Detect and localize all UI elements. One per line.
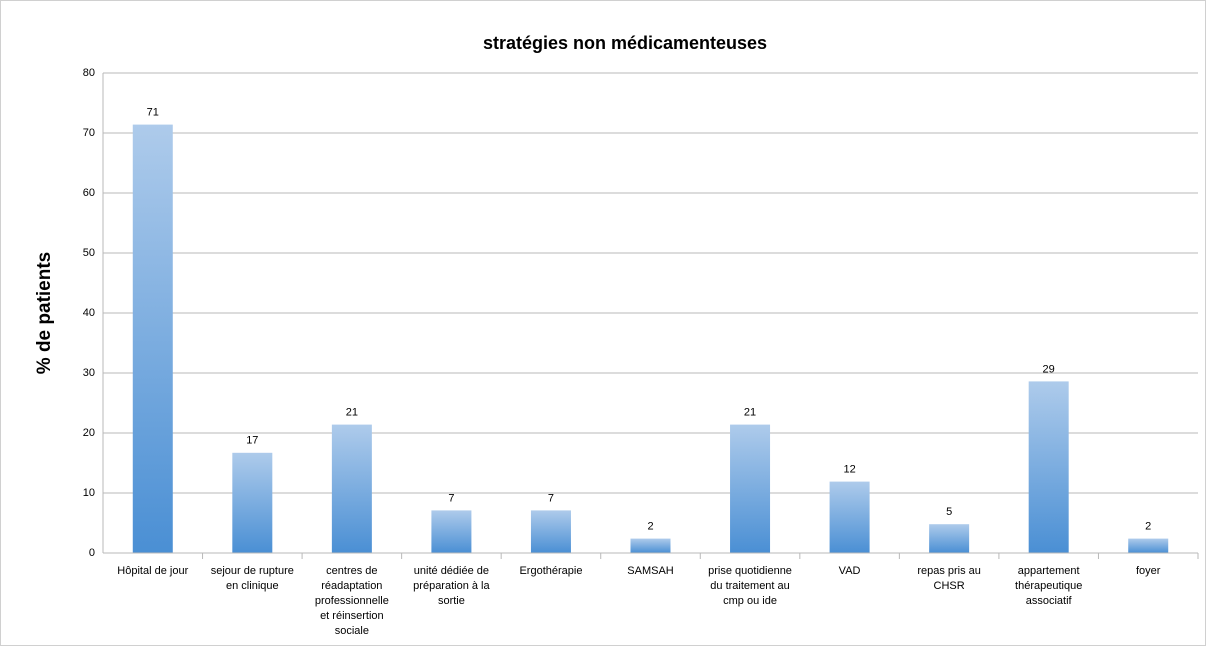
- bar: [1028, 381, 1069, 553]
- y-tick-label: 50: [83, 247, 95, 259]
- bar: [929, 524, 970, 553]
- x-tick-label: prise quotidienne du traitement au cmp ou …: [708, 565, 792, 607]
- bar: [1128, 538, 1169, 553]
- x-tick-label: foyer: [1136, 565, 1161, 577]
- bar: [829, 481, 870, 553]
- x-tick-label: repas pris au CHSR: [917, 565, 981, 592]
- y-axis-label: % de patients: [34, 252, 55, 374]
- x-tick-label: SAMSAH: [627, 565, 674, 577]
- data-label: 29: [1043, 363, 1055, 375]
- bar: [132, 124, 173, 553]
- y-tick-label: 80: [83, 67, 95, 79]
- data-label: 2: [1145, 521, 1151, 533]
- data-label: 5: [946, 506, 952, 518]
- y-tick-label: 70: [83, 127, 95, 139]
- chart-title: stratégies non médicamenteuses: [483, 33, 767, 53]
- x-tick-label: unité dédiée de préparation à la sortie: [413, 565, 490, 607]
- y-tick-label: 60: [83, 187, 95, 199]
- y-tick-label: 0: [89, 547, 95, 559]
- bar: [431, 510, 472, 553]
- bar: [630, 538, 671, 553]
- bar: [530, 510, 571, 553]
- bar: [730, 424, 771, 553]
- y-tick-label: 10: [83, 487, 95, 499]
- data-label: 71: [147, 107, 159, 119]
- data-label: 21: [744, 407, 756, 419]
- data-label: 7: [548, 492, 554, 504]
- x-tick-label: centres de réadaptation professionnelle et …: [315, 565, 389, 637]
- data-label: 17: [246, 435, 258, 447]
- x-tick-label: sejour de rupture en clinique: [211, 565, 294, 592]
- bar: [331, 424, 372, 553]
- data-label: 7: [448, 492, 454, 504]
- y-tick-label: 20: [83, 427, 95, 439]
- data-label: 12: [843, 464, 855, 476]
- x-tick-label: Hôpital de jour: [117, 565, 188, 577]
- data-label: 2: [647, 521, 653, 533]
- x-tick-label: Ergothérapie: [519, 565, 582, 577]
- y-tick-label: 30: [83, 367, 95, 379]
- bar: [232, 452, 273, 553]
- y-tick-label: 40: [83, 307, 95, 319]
- x-tick-label: appartement thérapeutique associatif: [1015, 565, 1082, 607]
- x-tick-label: VAD: [839, 565, 861, 577]
- data-label: 21: [346, 407, 358, 419]
